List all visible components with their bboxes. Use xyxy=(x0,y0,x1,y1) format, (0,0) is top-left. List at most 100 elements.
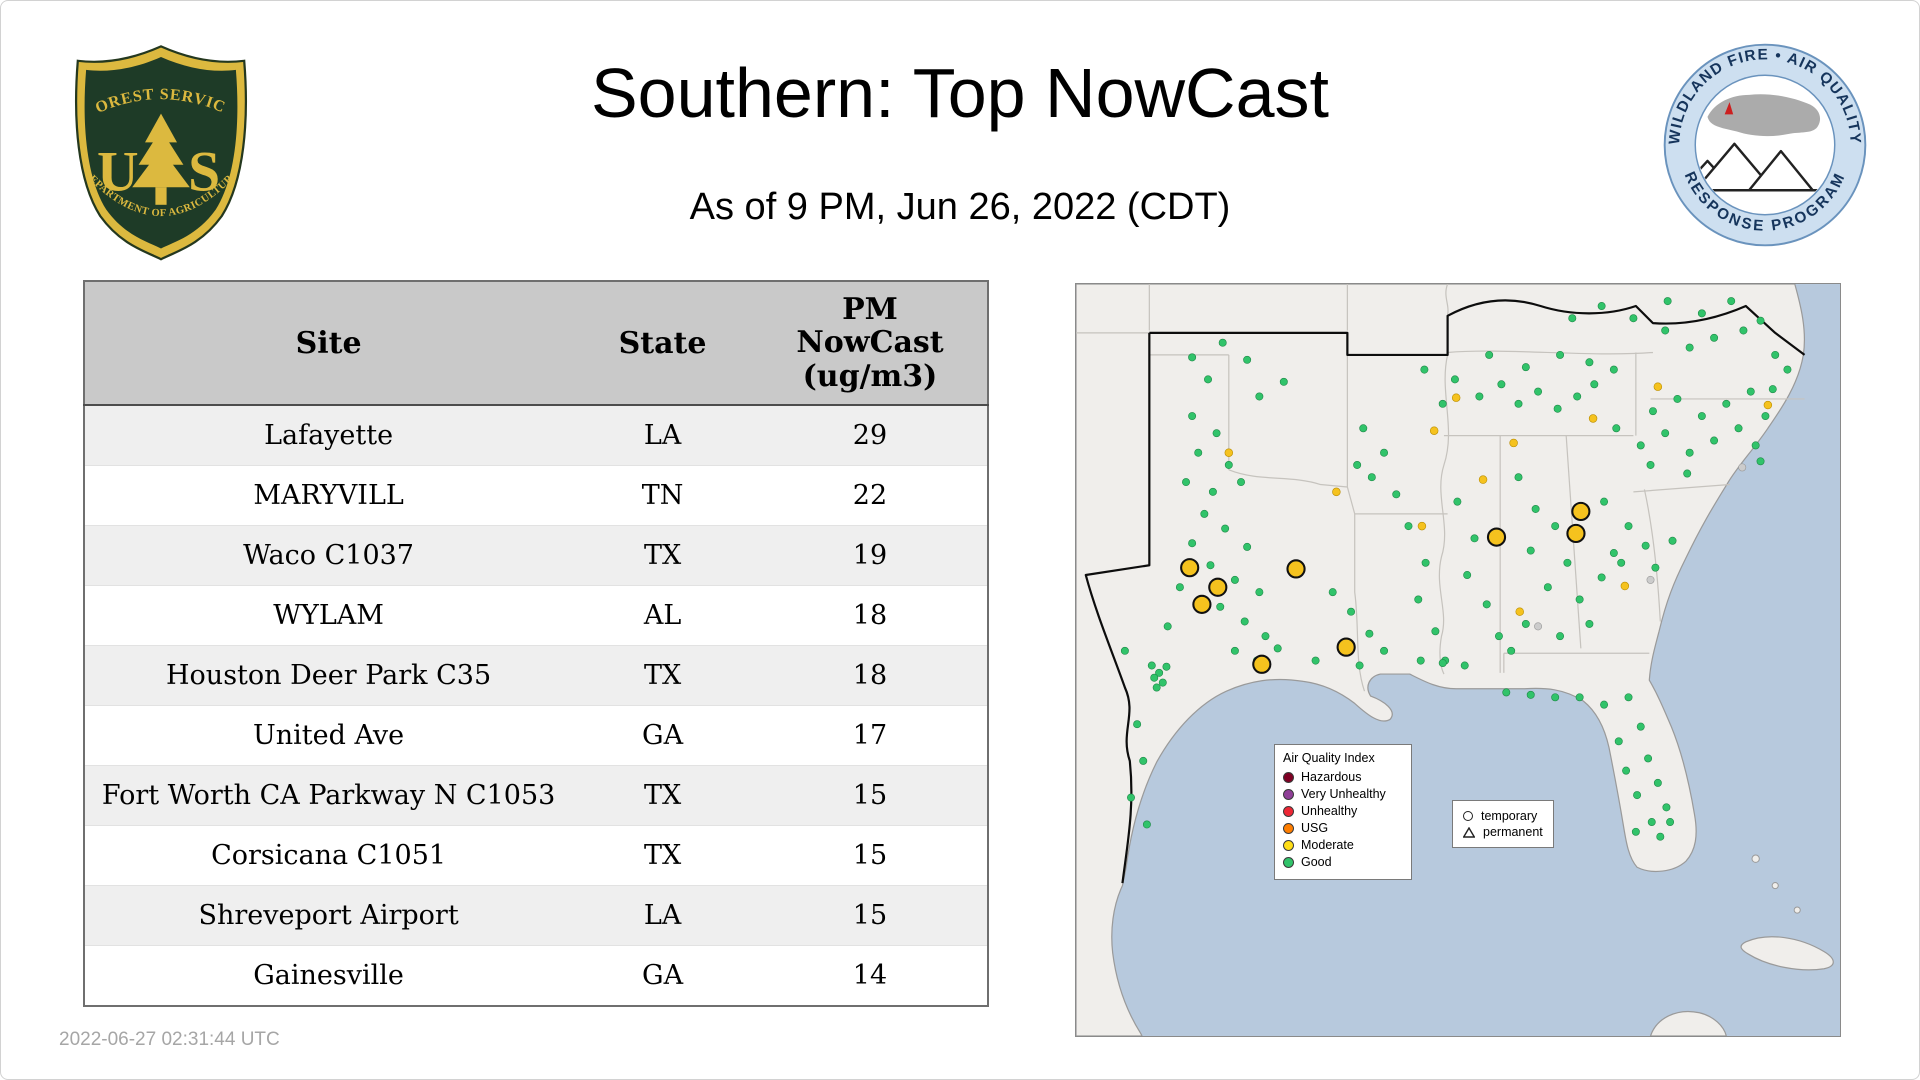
pm-header-line: (ug/m3) xyxy=(802,358,938,394)
smoke-map-shape xyxy=(1707,94,1821,137)
moderate-monitor-marker xyxy=(1515,607,1524,616)
cuba xyxy=(1740,936,1834,971)
good-monitor-marker xyxy=(1230,575,1239,584)
aqi-color-swatch xyxy=(1283,788,1294,800)
pm-column-header: PM NowCast (ug/m3) xyxy=(754,293,986,394)
mountains-icon xyxy=(1696,142,1814,192)
pm-cell: 17 xyxy=(852,720,888,751)
good-monitor-marker xyxy=(1204,375,1212,384)
generated-timestamp: 2022-06-27 02:31:44 UTC xyxy=(59,1029,280,1050)
symbol-legend-row-permanent: permanent xyxy=(1463,825,1543,839)
good-monitor-marker xyxy=(1710,333,1719,342)
aqi-legend-label: Unhealthy xyxy=(1301,804,1358,818)
good-monitor-marker xyxy=(1158,678,1167,687)
moderate-monitor-marker xyxy=(1478,475,1488,484)
good-monitor-marker xyxy=(1661,326,1670,335)
temporary-moderate-monitor-marker xyxy=(1486,527,1507,547)
good-monitor-marker xyxy=(1697,412,1706,421)
aqi-color-swatch xyxy=(1283,771,1294,783)
good-monitor-marker xyxy=(1475,392,1484,401)
table-row: Lafayette LA 29 xyxy=(84,405,988,466)
pm-header-line: PM xyxy=(842,291,898,327)
good-monitor-marker xyxy=(1279,377,1288,386)
permanent-triangle-icon xyxy=(1463,826,1475,838)
good-monitor-marker xyxy=(1600,700,1609,709)
good-monitor-marker xyxy=(1380,646,1389,655)
good-monitor-marker xyxy=(1502,688,1511,697)
good-monitor-marker xyxy=(1556,632,1565,641)
temporary-moderate-monitor-marker xyxy=(1252,654,1272,674)
symbol-legend-row-temporary: temporary xyxy=(1463,809,1543,823)
good-monitor-marker xyxy=(1710,436,1719,445)
aqi-color-swatch xyxy=(1283,805,1294,817)
state-cell: GA xyxy=(642,720,684,751)
good-monitor-marker xyxy=(1224,460,1233,469)
temporary-moderate-monitor-marker xyxy=(1180,558,1200,578)
table-row: Fort Worth CA Parkway N C1053 TX 15 xyxy=(84,765,988,826)
pm-cell: 14 xyxy=(852,960,888,991)
southern-region-border xyxy=(1084,299,1806,884)
nowcast-table-body: Lafayette LA 29 MARYVILL TN 22 Waco C1037 TX 19 W… xyxy=(84,405,988,1006)
site-cell: Waco C1037 xyxy=(243,540,414,571)
good-monitor-marker xyxy=(1463,571,1472,579)
good-monitor-marker xyxy=(1243,542,1252,551)
state-cell: TX xyxy=(643,660,682,691)
good-monitor-marker xyxy=(1663,297,1672,306)
other-monitor-marker xyxy=(1738,463,1747,472)
good-monitor-marker xyxy=(1783,365,1792,374)
aqi-legend-item: Moderate xyxy=(1283,838,1403,852)
bahamas-islands xyxy=(1751,854,1801,914)
good-monitor-marker xyxy=(1622,766,1631,775)
good-monitor-marker xyxy=(1162,662,1171,671)
good-monitor-marker xyxy=(1460,661,1469,670)
other-monitor-marker xyxy=(1534,622,1543,631)
state-cell: TN xyxy=(641,480,684,511)
aqi-legend-title: Air Quality Index xyxy=(1283,751,1375,765)
forest-service-logo: FOREST SERVICE U S DEPARTMENT OF AGRICUL… xyxy=(59,30,257,261)
aqi-legend-label: Hazardous xyxy=(1301,770,1362,784)
good-monitor-marker xyxy=(1629,314,1638,323)
good-monitor-marker xyxy=(1641,541,1650,550)
good-monitor-marker xyxy=(1453,497,1462,506)
aqi-legend-item: Unhealthy xyxy=(1283,804,1403,818)
site-cell: Fort Worth CA Parkway N C1053 xyxy=(101,780,556,811)
site-cell: United Ave xyxy=(253,720,405,751)
pm-cell: 22 xyxy=(852,480,888,511)
good-monitor-marker xyxy=(1188,353,1197,362)
good-monitor-marker xyxy=(1612,424,1621,433)
site-cell: WYLAM xyxy=(273,600,384,631)
good-monitor-marker xyxy=(1644,754,1653,763)
good-monitor-marker xyxy=(1139,756,1148,765)
pm-cell: 29 xyxy=(852,420,888,451)
good-monitor-marker xyxy=(1212,429,1221,438)
good-monitor-marker xyxy=(1182,478,1190,487)
good-monitor-marker xyxy=(1497,380,1506,389)
aqi-legend-item: Hazardous xyxy=(1283,770,1403,784)
good-monitor-marker xyxy=(1438,399,1447,408)
good-monitor-marker xyxy=(1175,583,1184,592)
good-monitor-marker xyxy=(1526,690,1535,699)
good-monitor-marker xyxy=(1392,490,1401,499)
moderate-monitor-marker xyxy=(1653,382,1663,391)
good-monitor-marker xyxy=(1416,656,1425,665)
temporary-label: temporary xyxy=(1481,809,1538,823)
good-monitor-marker xyxy=(1450,375,1459,384)
moderate-monitor-marker xyxy=(1332,487,1341,497)
good-monitor-marker xyxy=(1624,522,1633,531)
report-datetime: As of 9 PM, Jun 26, 2022 (CDT) xyxy=(689,186,1231,228)
good-monitor-marker xyxy=(1656,832,1665,841)
good-monitor-marker xyxy=(1631,827,1640,836)
aqi-legend-item: Very Unhealthy xyxy=(1283,787,1403,801)
good-monitor-marker xyxy=(1666,818,1675,826)
good-monitor-marker xyxy=(1597,573,1606,582)
good-monitor-marker xyxy=(1624,693,1633,702)
moderate-monitor-marker xyxy=(1451,393,1461,402)
good-monitor-marker xyxy=(1414,595,1423,604)
table-row: MARYVILL TN 22 xyxy=(84,465,988,526)
good-monitor-marker xyxy=(1200,509,1209,518)
pm-cell: 15 xyxy=(852,840,888,871)
good-monitor-marker xyxy=(1756,316,1765,325)
site-column-header: Site xyxy=(84,281,573,406)
good-monitor-marker xyxy=(1647,818,1656,826)
good-monitor-marker xyxy=(1328,588,1337,597)
